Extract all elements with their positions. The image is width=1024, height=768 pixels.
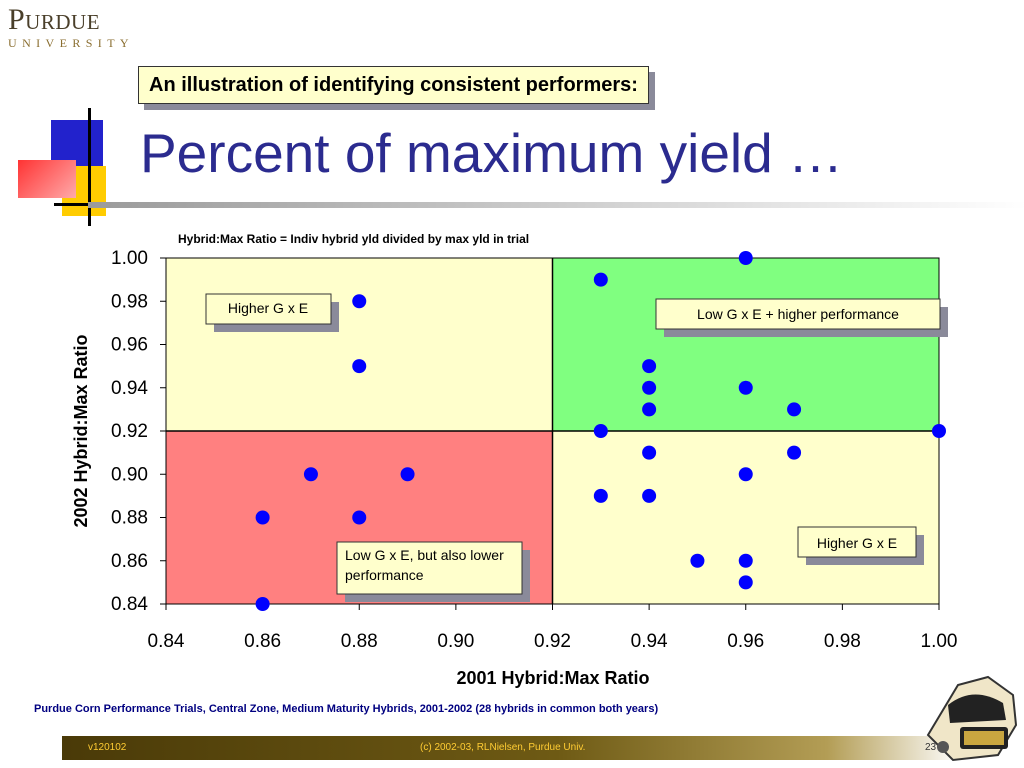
data-point (738, 251, 753, 265)
callout-title: An illustration of identifying consisten… (138, 66, 649, 104)
y-tick-label: 0.94 (111, 378, 148, 399)
data-point (400, 467, 415, 482)
x-tick-label: 0.88 (341, 631, 378, 652)
footer-copyright: (c) 2002-03, RLNielsen, Purdue Univ. (420, 742, 586, 753)
purdue-logo: Purdue UNIVERSITY (8, 3, 134, 50)
data-point (787, 445, 802, 460)
annotation-low-gxe-higher-performance: Low G x E + higher performance (655, 298, 948, 337)
data-point (738, 380, 753, 395)
y-tick-label: 0.90 (111, 464, 148, 485)
data-point (642, 359, 657, 374)
svg-text:Higher G x E: Higher G x E (817, 535, 897, 551)
scatter-chart: Hybrid:Max Ratio = Indiv hybrid yld divi… (71, 232, 958, 688)
title-divider (88, 202, 1024, 208)
svg-text:Low G x E + higher performance: Low G x E + higher performance (697, 306, 899, 322)
footer-bar (62, 736, 962, 760)
quadrant-lower-right (552, 431, 939, 604)
x-tick-label: 0.94 (631, 631, 668, 652)
source-note: Purdue Corn Performance Trials, Central … (34, 703, 659, 715)
slide-number: 23 (925, 742, 937, 753)
x-axis-label: 2001 Hybrid:Max Ratio (456, 668, 649, 688)
data-point (352, 359, 367, 374)
annotation-higher-gxe-lower: Higher G x E (797, 526, 924, 565)
y-tick-label: 0.86 (111, 551, 148, 572)
purdue-mascot-logo (926, 675, 1018, 762)
x-tick-label: 0.90 (437, 631, 474, 652)
data-point (255, 597, 270, 611)
data-point (642, 488, 657, 503)
data-point (738, 575, 753, 590)
annotation-higher-gxe-upper: Higher G x E (205, 293, 339, 332)
data-point (593, 424, 608, 438)
svg-text:Higher G x E: Higher G x E (228, 300, 308, 316)
data-point (642, 402, 657, 417)
decorative-squares (18, 108, 138, 226)
quadrant-upper-left (166, 258, 553, 431)
quadrant-upper-right (552, 258, 939, 431)
y-tick-label: 0.92 (111, 421, 148, 442)
data-point (642, 380, 657, 395)
y-tick-label: 0.88 (111, 508, 148, 529)
chart-title: Hybrid:Max Ratio = Indiv hybrid yld divi… (178, 232, 529, 246)
x-tick-label: 0.98 (824, 631, 861, 652)
data-point (642, 445, 657, 460)
x-tick-label: 1.00 (921, 631, 958, 652)
x-tick-label: 0.86 (244, 631, 281, 652)
data-point (352, 294, 367, 309)
logo-wordmark: Purdue (8, 3, 101, 36)
data-point (787, 402, 802, 417)
y-axis-label: 2002 Hybrid:Max Ratio (71, 334, 91, 527)
x-tick-label: 0.84 (148, 631, 185, 652)
data-point (352, 510, 367, 525)
data-point (593, 272, 608, 287)
data-point (255, 510, 270, 525)
y-tick-label: 0.96 (111, 335, 148, 356)
data-point (932, 424, 946, 438)
y-tick-label: 0.84 (111, 594, 148, 615)
page-title: Percent of maximum yield … (140, 122, 843, 184)
y-tick-label: 1.00 (111, 248, 148, 269)
data-point (690, 553, 705, 568)
x-tick-label: 0.96 (727, 631, 764, 652)
y-tick-label: 0.98 (111, 291, 148, 312)
data-point (593, 488, 608, 503)
data-point (738, 553, 753, 568)
chart-container: Hybrid:Max Ratio = Indiv hybrid yld divi… (0, 225, 1024, 695)
annotation-low-gxe-lower-performance: Low G x E, but also lower performance (336, 541, 530, 602)
data-point (303, 467, 318, 482)
data-point (738, 467, 753, 482)
logo-subtitle: UNIVERSITY (8, 36, 134, 50)
x-tick-label: 0.92 (534, 631, 571, 652)
footer-version: v120102 (88, 742, 127, 753)
